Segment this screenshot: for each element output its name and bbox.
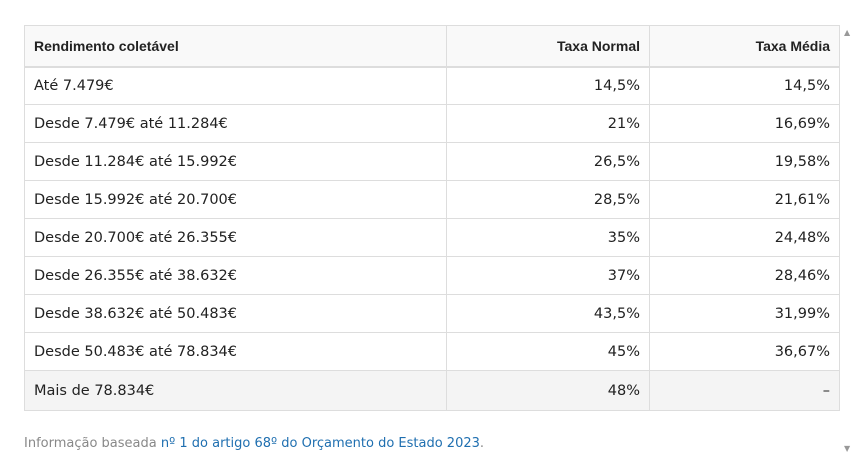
- cell-taxa-media: 21,61%: [649, 180, 840, 219]
- table-row: Desde 11.284€ até 15.992€ 26,5% 19,58%: [24, 142, 840, 181]
- cell-taxa-media: 36,67%: [649, 332, 840, 371]
- header-rendimento: Rendimento coletável: [24, 25, 447, 68]
- cell-rendimento: Desde 50.483€ até 78.834€: [24, 332, 447, 371]
- header-taxa-normal: Taxa Normal: [446, 25, 650, 68]
- table-row: Desde 26.355€ até 38.632€ 37% 28,46%: [24, 256, 840, 295]
- source-note-suffix: .: [479, 436, 485, 451]
- cell-taxa-normal: 37%: [446, 256, 650, 295]
- cell-taxa-media: –: [649, 370, 840, 411]
- source-note-prefix: Informação baseada: [24, 436, 161, 451]
- table-row: Desde 7.479€ até 11.284€ 21% 16,69%: [24, 104, 840, 143]
- cell-taxa-media: 28,46%: [649, 256, 840, 295]
- table-header-row: Rendimento coletável Taxa Normal Taxa Mé…: [24, 25, 840, 68]
- source-link[interactable]: nº 1 do artigo 68º do Orçamento do Estad…: [160, 436, 480, 451]
- scroll-down-icon[interactable]: ▼: [844, 444, 851, 453]
- cell-rendimento: Mais de 78.834€: [24, 370, 447, 411]
- cell-taxa-media: 31,99%: [649, 294, 840, 333]
- cell-taxa-normal: 14,5%: [446, 66, 650, 105]
- cell-taxa-normal: 48%: [446, 370, 650, 411]
- table-row: Desde 20.700€ até 26.355€ 35% 24,48%: [24, 218, 840, 257]
- tax-rates-table: Rendimento coletável Taxa Normal Taxa Mé…: [24, 25, 840, 411]
- cell-taxa-media: 19,58%: [649, 142, 840, 181]
- cell-taxa-normal: 28,5%: [446, 180, 650, 219]
- table-row: Desde 50.483€ até 78.834€ 45% 36,67%: [24, 332, 840, 371]
- cell-rendimento: Desde 15.992€ até 20.700€: [24, 180, 447, 219]
- table-row: Desde 15.992€ até 20.700€ 28,5% 21,61%: [24, 180, 840, 219]
- cell-rendimento: Desde 7.479€ até 11.284€: [24, 104, 447, 143]
- header-taxa-media: Taxa Média: [649, 25, 840, 68]
- cell-taxa-normal: 43,5%: [446, 294, 650, 333]
- cell-taxa-normal: 26,5%: [446, 142, 650, 181]
- table-row: Até 7.479€ 14,5% 14,5%: [24, 66, 840, 105]
- vertical-scrollbar[interactable]: ▲ ▼: [842, 25, 854, 455]
- source-note: Informação baseada nº 1 do artigo 68º do…: [24, 436, 484, 451]
- cell-taxa-media: 14,5%: [649, 66, 840, 105]
- cell-rendimento: Desde 38.632€ até 50.483€: [24, 294, 447, 333]
- cell-taxa-media: 24,48%: [649, 218, 840, 257]
- tax-table-container: Rendimento coletável Taxa Normal Taxa Mé…: [24, 25, 840, 411]
- cell-taxa-normal: 35%: [446, 218, 650, 257]
- scroll-up-icon[interactable]: ▲: [844, 28, 851, 37]
- cell-rendimento: Até 7.479€: [24, 66, 447, 105]
- cell-taxa-normal: 21%: [446, 104, 650, 143]
- cell-rendimento: Desde 26.355€ até 38.632€: [24, 256, 447, 295]
- cell-rendimento: Desde 20.700€ até 26.355€: [24, 218, 447, 257]
- cell-taxa-normal: 45%: [446, 332, 650, 371]
- table-row: Desde 38.632€ até 50.483€ 43,5% 31,99%: [24, 294, 840, 333]
- table-row: Mais de 78.834€ 48% –: [24, 370, 840, 411]
- cell-rendimento: Desde 11.284€ até 15.992€: [24, 142, 447, 181]
- cell-taxa-media: 16,69%: [649, 104, 840, 143]
